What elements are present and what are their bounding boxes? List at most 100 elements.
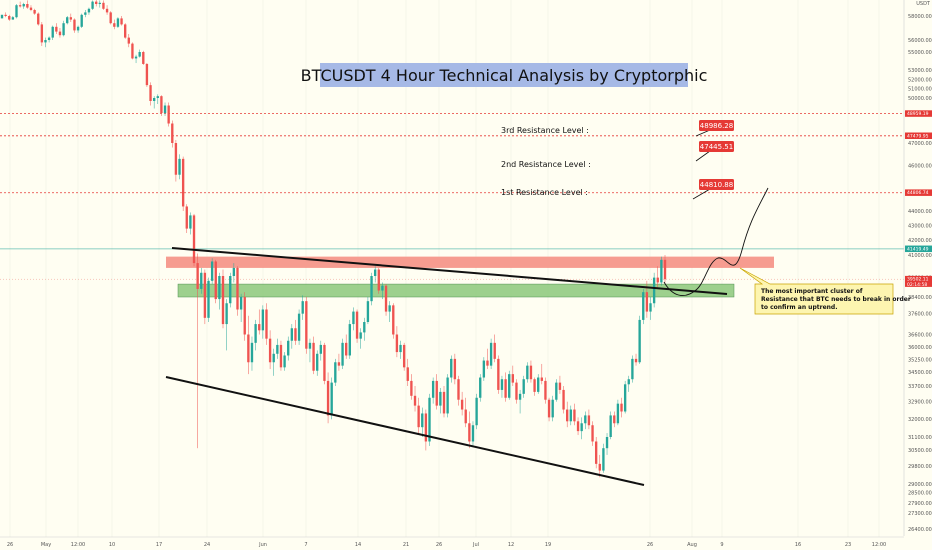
candle-body [120, 18, 123, 25]
candle-body [468, 423, 471, 442]
candle-body [663, 259, 667, 280]
candle-body [569, 409, 572, 422]
candle-body [210, 261, 214, 281]
y-axis-tag [905, 245, 932, 253]
x-tick-label: 16 [795, 542, 801, 548]
candle-body [149, 85, 152, 101]
candle-body [62, 23, 65, 36]
candle-body [370, 276, 373, 302]
callout-3rd-price: 48986.28 [700, 122, 733, 130]
candle-body [225, 303, 228, 325]
candle-body [15, 5, 18, 18]
y-tick-label: 44000.00 [908, 209, 932, 215]
candle-body [366, 301, 370, 322]
candle-body [428, 397, 431, 442]
y-tick-label: 41000.00 [908, 253, 932, 259]
candle-body [171, 123, 174, 143]
candle-body [613, 415, 616, 424]
x-tick-label: 12:00 [872, 542, 886, 548]
candle-body [547, 399, 551, 418]
y-tick-label: 55000.00 [908, 50, 932, 56]
y-tick-label: 26400.00 [908, 527, 932, 533]
y-axis-tag [905, 189, 932, 196]
x-tick-label: May [41, 542, 51, 548]
y-tick-label: 36000.00 [908, 345, 932, 351]
candle-body [11, 17, 15, 20]
y-tick-label: 52000.00 [908, 77, 932, 83]
candle-body [258, 324, 261, 331]
candle-body [442, 391, 446, 414]
candle-body [80, 14, 83, 27]
candle-body [8, 16, 11, 20]
y-axis-tag-label: 47479.95 [907, 133, 929, 139]
candle-body [421, 413, 424, 428]
candle-body [341, 342, 344, 366]
y-tick-label: 42000.00 [908, 238, 932, 244]
x-axis-ticks: 26 May 12:00 10 17 24 Jun 7 14 21 26 Jul 12 19 26 Aug 9 1… [7, 542, 886, 548]
y-axis-currency: USDT [916, 1, 931, 7]
x-tick-label: 12:00 [71, 542, 85, 548]
candle-body [566, 409, 569, 422]
y-tick-label: 50000.00 [908, 96, 932, 102]
y-tick-label: 31100.00 [908, 435, 932, 441]
candle-body [562, 389, 565, 410]
candle-body [145, 63, 149, 86]
candle-body [214, 261, 217, 300]
y-tick-label: 32000.00 [908, 417, 932, 423]
candle-body [413, 395, 417, 406]
y-tick-label: 29000.00 [908, 482, 932, 488]
resistance-levels [0, 113, 904, 280]
candle-body [44, 40, 47, 43]
candle-body [587, 415, 591, 426]
candle-body [594, 441, 598, 464]
candle-body [254, 324, 257, 343]
candle-body [482, 360, 486, 378]
candle-body [616, 403, 620, 424]
x-tick-label: 26 [436, 542, 442, 548]
candle-body [518, 393, 522, 400]
candle-body [526, 365, 529, 380]
candle-body [236, 267, 239, 310]
candle-body [504, 379, 507, 398]
support-zone [177, 283, 735, 298]
candle-body [152, 98, 156, 101]
title-box [320, 63, 688, 87]
candle-body [417, 405, 420, 428]
annotation-callout: The most important cluster of Resistance… [739, 267, 911, 315]
candle-body [576, 421, 580, 432]
candle-body [305, 301, 308, 349]
candle-body [645, 292, 649, 312]
candle-body [392, 305, 395, 335]
y-axis-tag-label: 41419.49 [907, 246, 929, 252]
x-tick-label: Jul [472, 542, 479, 548]
candle-body [58, 31, 62, 36]
candle-body [127, 37, 130, 44]
callout-2nd: 47445.51 [695, 141, 734, 162]
candle-body [334, 362, 337, 383]
candle-body [192, 215, 196, 264]
candlestick-series [0, 0, 667, 478]
candle-body [323, 344, 326, 381]
x-tick-label: 14 [355, 542, 361, 548]
candle-body [239, 297, 243, 310]
candle-body [348, 324, 351, 356]
candle-body [185, 206, 188, 229]
level-label-1st: 1st Resistance Level : [501, 188, 588, 197]
candle-body [174, 143, 178, 175]
candle-body [4, 14, 7, 16]
x-tick-label: 19 [545, 542, 551, 548]
candle-body [290, 328, 294, 341]
candle-body [363, 322, 366, 333]
y-axis-tag-sublabel: 02:14:58 [907, 282, 927, 288]
candle-body [189, 215, 192, 229]
candle-body [87, 8, 91, 13]
candle-body [457, 379, 460, 400]
candle-body [163, 105, 167, 113]
candle-body [479, 377, 482, 398]
candle-body [91, 1, 94, 9]
candle-body [330, 382, 333, 416]
callout-2nd-price: 47445.51 [700, 143, 733, 151]
x-tick-label: 7 [304, 542, 307, 548]
candle-body [384, 285, 388, 312]
